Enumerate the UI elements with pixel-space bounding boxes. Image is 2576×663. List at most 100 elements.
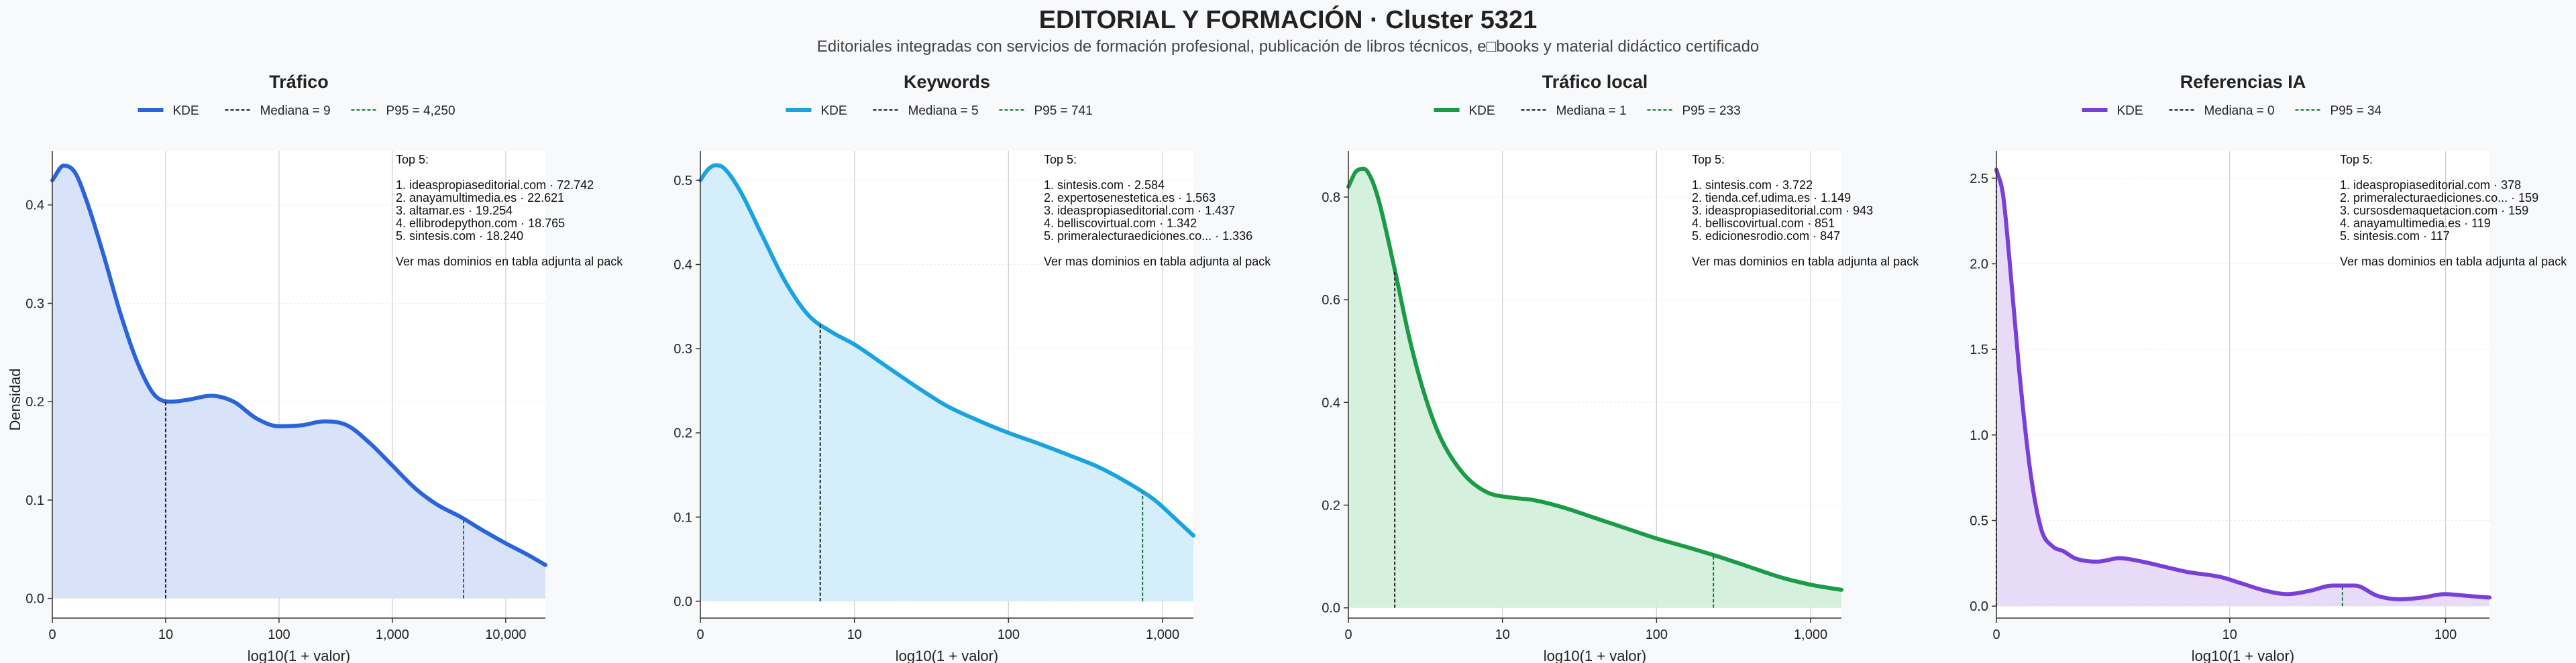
top5-item: 5. sintesis.com · 117 — [2340, 229, 2450, 243]
legend-median-label: Mediana = 0 — [2204, 104, 2275, 118]
x-axis-label: log10(1 + valor) — [2192, 648, 2294, 663]
chart-title: Tráfico — [269, 72, 329, 92]
x-tick-label: 0 — [1992, 627, 2000, 642]
y-tick-label: 0.2 — [25, 395, 44, 410]
kde-area — [52, 166, 545, 599]
y-tick-label: 0.4 — [1322, 396, 1340, 410]
legend-median-label: Mediana = 9 — [260, 104, 331, 118]
legend-median-label: Mediana = 1 — [1556, 104, 1627, 118]
x-tick-label: 1,000 — [1146, 627, 1179, 642]
top5-heading: Top 5: — [2340, 153, 2373, 166]
x-tick-label: 0 — [48, 627, 56, 642]
legend-p95-label: P95 = 34 — [2330, 104, 2382, 118]
top5-item: 1. sintesis.com · 3.722 — [1692, 178, 1813, 192]
y-tick-label: 0.1 — [674, 510, 692, 525]
kde-area — [1348, 168, 1841, 608]
legend-kde-label: KDE — [173, 104, 199, 118]
chart-title: Keywords — [904, 72, 990, 92]
top5-footer-note: Ver mas dominios en tabla adjunta al pac… — [396, 255, 623, 268]
top5-item: 2. anayamultimedia.es · 22.621 — [396, 191, 564, 204]
chart-legend: KDE Mediana = 0 P95 = 34 — [2082, 104, 2382, 118]
chart-legend: KDE Mediana = 5 P95 = 741 — [786, 104, 1093, 118]
top5-annotation: Top 5: 1. ideaspropiaseditorial.com · 378… — [2340, 153, 2567, 268]
kde-line — [698, 163, 1195, 538]
top5-item: 2. expertosenestetica.es · 1.563 — [1044, 191, 1216, 204]
kde-area — [700, 165, 1193, 601]
x-tick-label: 10 — [2222, 627, 2237, 642]
kde-line — [1346, 166, 1843, 592]
top5-item: 1. ideaspropiaseditorial.com · 72.742 — [396, 178, 594, 192]
x-axis-label: log10(1 + valor) — [896, 648, 998, 663]
y-tick-label: 0.5 — [1970, 514, 1988, 528]
top5-item: 3. ideaspropiaseditorial.com · 943 — [1692, 204, 1873, 217]
figure-title: EDITORIAL Y FORMACIÓN · Cluster 5321 — [1039, 5, 1538, 34]
top5-item: 2. primeralecturaediciones.co... · 159 — [2340, 191, 2538, 204]
y-tick-label: 0.6 — [1322, 293, 1340, 308]
kde-area — [1996, 170, 2489, 607]
plot-area — [1996, 151, 2489, 618]
top5-annotation: Top 5: 1. ideaspropiaseditorial.com · 72.… — [396, 153, 623, 268]
chart-panel: Keywords KDE Mediana = 5 P95 = 741 0.0 0.1 0.2… — [674, 72, 1271, 663]
top5-item: 4. belliscovirtual.com · 1.342 — [1044, 217, 1197, 230]
y-tick-label: 1.5 — [1970, 343, 1988, 357]
top5-item: 1. ideaspropiaseditorial.com · 378 — [2340, 178, 2521, 192]
x-tick-label: 100 — [2434, 627, 2457, 642]
kde-line — [50, 164, 547, 567]
y-tick-label: 0.5 — [674, 174, 692, 188]
top5-item: 4. belliscovirtual.com · 851 — [1692, 217, 1835, 230]
y-tick-label: 0.4 — [674, 258, 692, 273]
top5-item: 1. sintesis.com · 2.584 — [1044, 178, 1165, 192]
y-tick-label: 2.5 — [1970, 172, 1988, 186]
y-tick-label: 0.0 — [1322, 601, 1340, 616]
y-tick-label: 2.0 — [1970, 257, 1988, 272]
y-tick-label: 0.3 — [674, 342, 692, 357]
x-tick-label: 0 — [1344, 627, 1352, 642]
top5-item: 3. altamar.es · 19.254 — [396, 204, 513, 217]
legend-kde-label: KDE — [1469, 104, 1495, 118]
chart-panel: Referencias IA KDE Mediana = 0 P95 = 34 0.0 0… — [1970, 72, 2567, 663]
x-tick-label: 10 — [847, 627, 862, 642]
top5-item: 3. cursosdemaquetacion.com · 159 — [2340, 204, 2528, 217]
top5-footer-note: Ver mas dominios en tabla adjunta al pac… — [1044, 255, 1271, 268]
x-axis-label: log10(1 + valor) — [248, 648, 350, 663]
top5-item: 2. tienda.cef.udima.es · 1.149 — [1692, 191, 1851, 204]
x-tick-label: 10 — [158, 627, 173, 642]
x-tick-label: 100 — [268, 627, 290, 642]
y-tick-label: 0.1 — [25, 493, 44, 508]
y-tick-label: 0.0 — [674, 595, 692, 609]
top5-item: 5. sintesis.com · 18.240 — [396, 229, 523, 243]
top5-footer-note: Ver mas dominios en tabla adjunta al pac… — [2340, 255, 2567, 268]
chart-panel: Tráfico KDE Mediana = 9 P95 = 4,250 0.0 0.1 0.… — [25, 72, 623, 663]
legend-p95-label: P95 = 4,250 — [386, 104, 455, 118]
x-axis-label: log10(1 + valor) — [1544, 648, 1646, 663]
kde-line — [1994, 168, 2491, 601]
top5-item: 4. anayamultimedia.es · 119 — [2340, 217, 2491, 230]
y-tick-label: 0.0 — [1970, 599, 1988, 614]
chart-title: Tráfico local — [1542, 72, 1648, 92]
legend-p95-label: P95 = 741 — [1034, 104, 1093, 118]
y-tick-label: 1.0 — [1970, 428, 1988, 443]
top5-item: 3. ideaspropiaseditorial.com · 1.437 — [1044, 204, 1235, 217]
x-tick-label: 1,000 — [1794, 627, 1827, 642]
y-tick-label: 0.4 — [25, 198, 44, 213]
top5-heading: Top 5: — [1692, 153, 1725, 166]
chart-panels: Tráfico KDE Mediana = 9 P95 = 4,250 0.0 0.1 0.… — [25, 72, 2567, 663]
y-tick-label: 0.0 — [25, 592, 44, 607]
chart-title: Referencias IA — [2180, 72, 2306, 92]
figure-subtitle: Editoriales integradas con servicios de … — [817, 38, 1760, 56]
legend-median-label: Mediana = 5 — [908, 104, 979, 118]
top5-item: 5. edicionesrodio.com · 847 — [1692, 229, 1840, 243]
y-tick-label: 0.2 — [674, 426, 692, 441]
chart-panel: Tráfico local KDE Mediana = 1 P95 = 233 0.0 0… — [1322, 72, 1919, 663]
legend-kde-label: KDE — [821, 104, 847, 118]
x-tick-label: 10 — [1495, 627, 1510, 642]
x-tick-label: 100 — [1646, 627, 1668, 642]
top5-footer-note: Ver mas dominios en tabla adjunta al pac… — [1692, 255, 1919, 268]
top5-heading: Top 5: — [396, 153, 429, 166]
x-tick-label: 10,000 — [485, 627, 526, 642]
legend-kde-label: KDE — [2117, 104, 2143, 118]
y-tick-label: 0.3 — [25, 296, 44, 311]
